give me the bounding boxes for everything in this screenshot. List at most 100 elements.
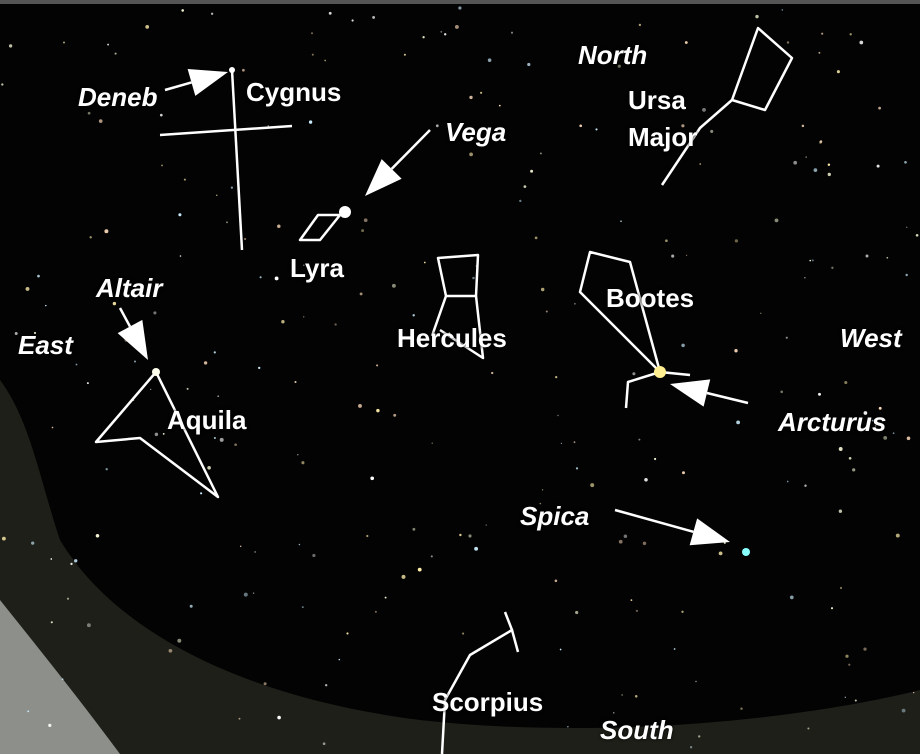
star: [906, 227, 907, 228]
star: [905, 274, 907, 276]
star: [804, 277, 805, 278]
star: [844, 381, 847, 384]
star: [620, 220, 622, 222]
star: [699, 163, 701, 165]
star: [422, 36, 424, 38]
star: [690, 746, 692, 748]
star: [631, 599, 633, 601]
star: [180, 255, 182, 257]
star: [393, 414, 396, 417]
star: [275, 276, 279, 280]
star: [51, 621, 53, 623]
star: [469, 96, 472, 99]
star: [104, 229, 108, 233]
star: [190, 605, 193, 608]
star: [839, 510, 842, 513]
star: [339, 659, 340, 660]
star: [242, 69, 245, 72]
star: [787, 41, 789, 43]
star: [786, 337, 788, 339]
star: [375, 611, 377, 613]
star: [775, 219, 779, 223]
star: [804, 485, 806, 487]
star: [52, 427, 54, 429]
star: [431, 555, 433, 557]
star: [187, 388, 189, 390]
star: [736, 420, 740, 424]
star: [849, 457, 852, 460]
star: [70, 563, 72, 565]
star: [638, 439, 640, 441]
star: [281, 320, 284, 323]
constellation-label: Cygnus: [246, 74, 341, 111]
star: [455, 25, 459, 29]
star: [361, 229, 364, 232]
star: [472, 277, 475, 280]
star: [207, 466, 211, 470]
star: [831, 267, 833, 269]
star: [560, 649, 562, 651]
star: [511, 32, 513, 34]
star: [546, 310, 548, 312]
star: [160, 114, 163, 117]
star-label: Spica: [520, 498, 589, 535]
star: [590, 483, 594, 487]
star: [530, 170, 533, 173]
star: [258, 367, 260, 369]
star: [370, 476, 374, 480]
star: [244, 593, 248, 597]
star: [674, 648, 676, 650]
star: [360, 292, 363, 295]
star: [802, 125, 805, 128]
star: [595, 128, 597, 130]
star: [576, 467, 578, 469]
constellation-label: Scorpius: [432, 684, 543, 721]
star: [839, 447, 843, 451]
star: [491, 372, 493, 374]
star: [444, 33, 446, 35]
star: [878, 107, 881, 110]
star: [780, 390, 783, 393]
star: [372, 16, 375, 19]
sky-map: Deneb Cygnus North Ursa Major Vega Lyra …: [0, 0, 920, 754]
star: [624, 535, 628, 539]
star: [458, 6, 461, 9]
star: [519, 200, 521, 202]
star: [904, 161, 907, 164]
star: [302, 606, 304, 608]
star: [323, 742, 326, 745]
direction-label: North: [578, 37, 647, 74]
star: [226, 221, 228, 223]
star: [2, 537, 6, 541]
star: [324, 60, 326, 62]
star: [579, 124, 582, 127]
top-border: [0, 0, 920, 4]
star: [31, 541, 34, 544]
star: [740, 707, 742, 709]
star: [294, 381, 296, 383]
star: [831, 607, 833, 609]
star: [358, 404, 362, 408]
star: [499, 105, 501, 107]
star: [96, 534, 100, 538]
star: [480, 92, 482, 94]
star: [184, 179, 186, 181]
star: [814, 168, 818, 172]
star-label: Arcturus: [778, 404, 886, 441]
star: [893, 432, 895, 434]
star: [99, 119, 103, 123]
star: [346, 632, 348, 634]
star: [524, 185, 527, 188]
star: [229, 67, 235, 73]
star: [26, 287, 30, 291]
star: [621, 694, 622, 695]
star: [37, 275, 40, 278]
star: [474, 547, 478, 551]
star: [87, 382, 89, 384]
direction-label: West: [840, 320, 902, 357]
star: [855, 699, 857, 701]
star: [859, 41, 863, 45]
star: [277, 716, 281, 720]
star: [115, 53, 117, 55]
star: [169, 649, 173, 653]
